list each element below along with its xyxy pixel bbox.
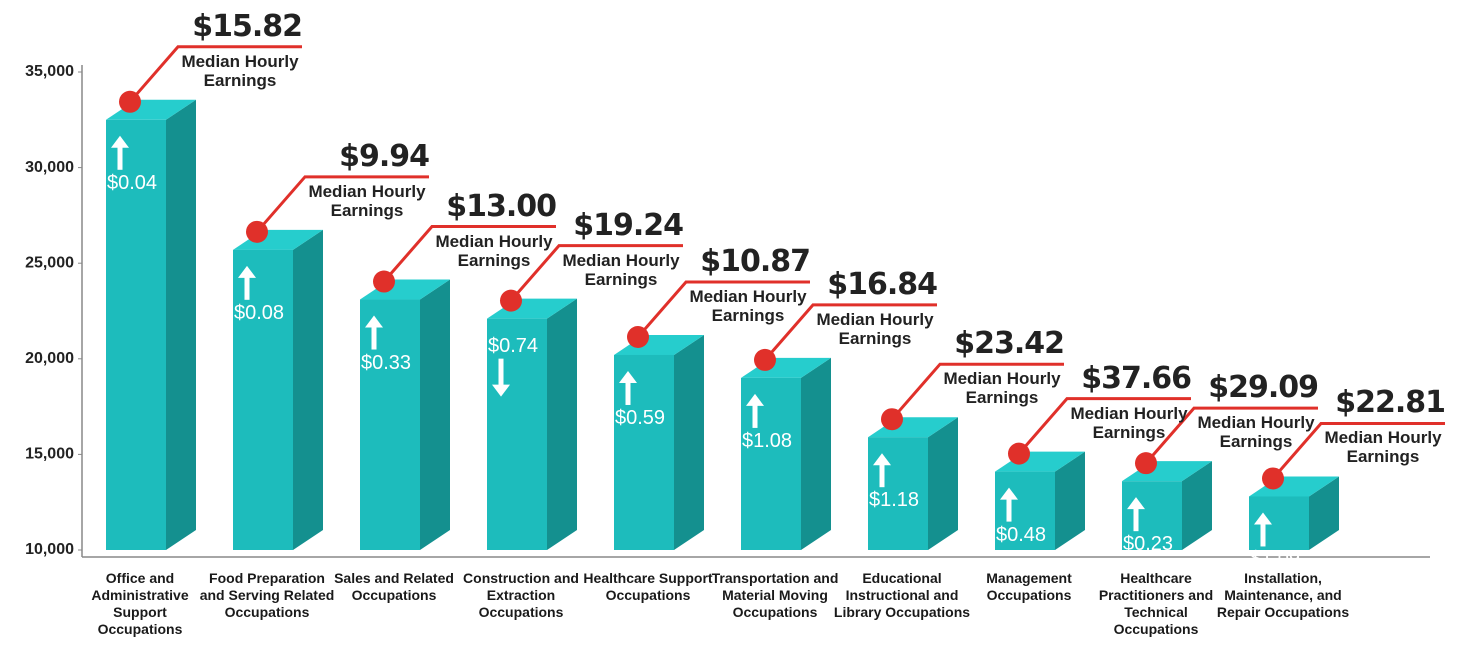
x-tick-label: Healthcare Support Occupations	[583, 570, 713, 603]
bar-side	[674, 334, 704, 550]
x-tick-label: Office and Administrative Support Occupa…	[91, 570, 189, 637]
change-arrowhead	[238, 265, 256, 278]
change-arrowhead	[1254, 512, 1272, 525]
callout-line	[890, 362, 1064, 421]
bar	[741, 377, 801, 550]
change-label: $0.08	[234, 301, 285, 324]
callout-dot	[246, 220, 268, 243]
change-arrowhead	[1000, 487, 1018, 500]
callout-line	[128, 45, 302, 103]
earnings-label: Median Hourly Earnings	[816, 309, 934, 348]
callout-dot	[500, 289, 522, 312]
bar-side	[1309, 476, 1339, 550]
callout-dot	[627, 325, 649, 348]
change-label: $0.59	[615, 406, 666, 429]
callout-line	[255, 175, 429, 233]
change-arrowhead	[492, 384, 510, 397]
change-label: $1.09	[1250, 548, 1301, 571]
bar	[868, 437, 928, 550]
bar	[360, 299, 420, 550]
earnings-label: Median Hourly Earnings	[1070, 403, 1188, 442]
earnings-label: Median Hourly Earnings	[1197, 413, 1315, 452]
change-arrowhead	[746, 393, 764, 406]
earnings-label: Median Hourly Earnings	[562, 250, 680, 289]
callout-dot	[754, 348, 776, 371]
change-arrowhead	[873, 453, 891, 466]
callout-line	[1271, 421, 1445, 480]
change-label: $0.74	[488, 334, 539, 357]
change-label: $1.08	[742, 429, 793, 452]
bar-side	[928, 417, 958, 550]
change-arrowhead	[619, 370, 637, 383]
callout-line	[382, 225, 556, 283]
bar-side	[166, 99, 196, 551]
earnings-label: Median Hourly Earnings	[181, 51, 299, 90]
change-arrowhead	[365, 315, 383, 328]
x-tick-label: Installation, Maintenance, and Repair Oc…	[1216, 570, 1350, 620]
callout-dot	[1262, 467, 1284, 490]
bar-side	[1055, 451, 1085, 550]
callout-line	[1144, 406, 1318, 465]
bar-side	[293, 229, 323, 551]
earnings-label: Median Hourly Earnings	[435, 231, 553, 270]
change-label: $1.18	[869, 489, 920, 512]
earnings-value: $23.42	[954, 326, 1065, 362]
bar-side	[1182, 461, 1212, 550]
x-tick-label: Construction and Extraction Occupations	[463, 570, 579, 620]
earnings-label: Median Hourly Earnings	[689, 286, 807, 325]
earnings-value: $22.81	[1335, 385, 1446, 421]
bar	[487, 318, 547, 550]
callout-dot	[119, 90, 141, 113]
change-label: $0.33	[361, 351, 412, 374]
y-tick-label: 25,000	[25, 254, 74, 271]
x-tick-label: Educational Instructional and Library Oc…	[833, 570, 971, 620]
callout-dot	[881, 408, 903, 431]
x-tick-label: Sales and Related Occupations	[334, 570, 454, 603]
change-label: $0.48	[996, 523, 1047, 546]
bar	[106, 119, 166, 551]
earnings-value: $15.82	[192, 8, 303, 44]
bar	[233, 249, 293, 551]
x-tick-label: Transportation and Material Moving Occup…	[711, 570, 839, 620]
change-label: $0.04	[107, 171, 158, 194]
earnings-value: $13.00	[446, 188, 557, 224]
callout-dot	[1135, 452, 1157, 475]
bar	[1122, 481, 1182, 550]
x-tick-label: Healthcare Practitioners and Technical O…	[1098, 570, 1214, 637]
earnings-value: $10.87	[700, 243, 811, 279]
earnings-value: $16.84	[827, 266, 938, 302]
callout-line	[509, 244, 683, 302]
bar-side	[547, 298, 577, 550]
callout-line	[636, 280, 810, 338]
y-tick-label: 20,000	[25, 350, 74, 367]
callout-dot	[373, 270, 395, 293]
bar	[995, 471, 1055, 550]
y-tick-label: 10,000	[25, 541, 74, 558]
earnings-value: $9.94	[339, 138, 430, 174]
bar	[614, 354, 674, 550]
y-tick-label: 35,000	[25, 63, 74, 80]
x-tick-label: Management Occupations	[986, 570, 1072, 603]
callout-line	[763, 303, 937, 361]
earnings-value: $19.24	[573, 207, 684, 243]
x-tick-label: Food Preparation and Serving Related Occ…	[199, 570, 335, 620]
earnings-label: Median Hourly Earnings	[1324, 428, 1442, 467]
y-tick-label: 30,000	[25, 159, 74, 176]
change-label: $0.23	[1123, 533, 1174, 556]
y-tick-label: 15,000	[25, 446, 74, 463]
earnings-label: Median Hourly Earnings	[308, 181, 426, 220]
earnings-value: $37.66	[1081, 360, 1192, 396]
bar-side	[801, 357, 831, 550]
callout-dot	[1008, 442, 1030, 465]
earnings-label: Median Hourly Earnings	[943, 369, 1061, 408]
change-arrowhead	[1127, 497, 1145, 510]
bar-side	[420, 279, 450, 550]
change-arrowhead	[111, 135, 129, 148]
earnings-value: $29.09	[1208, 370, 1319, 406]
callout-line	[1017, 397, 1191, 455]
